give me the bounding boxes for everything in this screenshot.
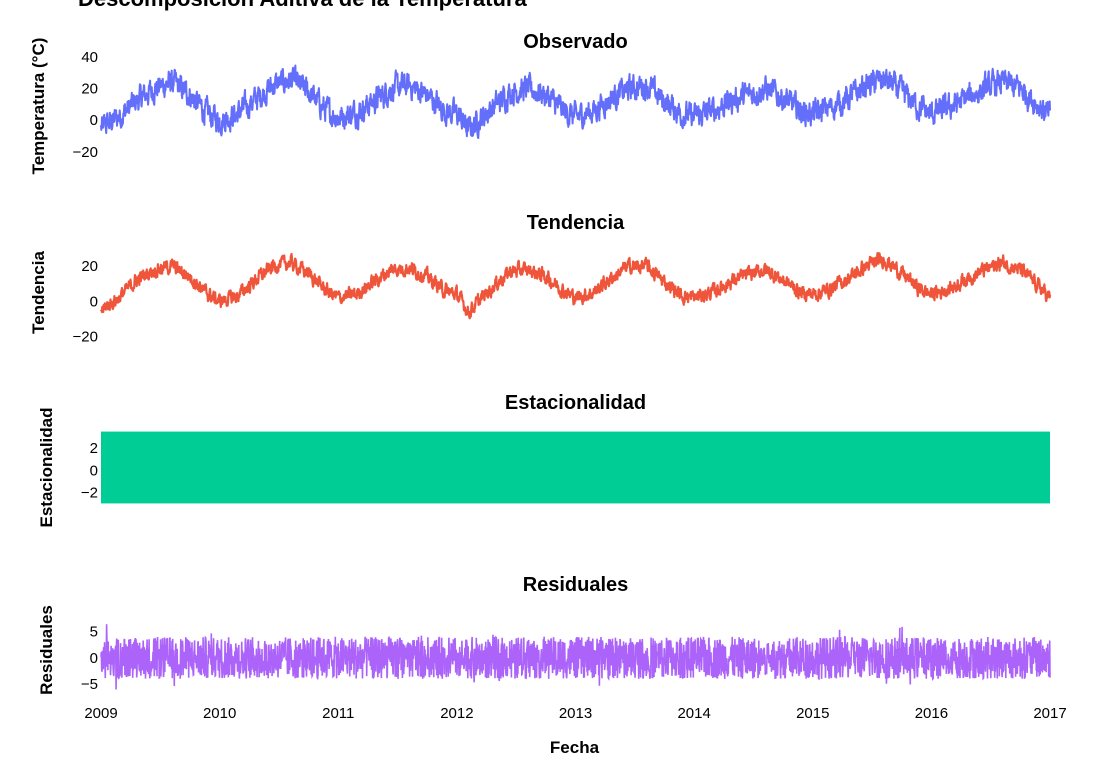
y-tick-label: 0 xyxy=(90,112,98,129)
y-tick-label: −2 xyxy=(81,484,98,501)
y-tick-label: 40 xyxy=(81,49,98,66)
y-tick-label: 0 xyxy=(90,462,98,479)
x-tick-label: 2012 xyxy=(440,705,473,722)
panel-title: Observado xyxy=(523,31,627,53)
panel-title: Tendencia xyxy=(527,212,625,234)
y-tick-label: 0 xyxy=(90,293,98,310)
x-tick-label: 2017 xyxy=(1033,705,1066,722)
y-tick-label: 5 xyxy=(90,624,98,641)
y-axis-label: Estacionalidad xyxy=(37,408,56,528)
panel-title: Residuales xyxy=(523,574,629,596)
y-axis-label: Residuales xyxy=(37,605,56,695)
y-tick-label: 2 xyxy=(90,440,98,457)
x-axis-label: Fecha xyxy=(550,738,600,757)
x-tick-label: 2011 xyxy=(322,705,354,722)
y-axis-label: Tendencia xyxy=(29,251,48,334)
residual-line xyxy=(100,624,1051,690)
y-axis-label: Temperatura (°C) xyxy=(29,38,48,175)
figure-title: Descomposición Aditiva de la Temperatura xyxy=(78,0,527,12)
y-tick-label: −20 xyxy=(73,328,98,345)
y-tick-label: −20 xyxy=(73,144,98,161)
x-tick-label: 2009 xyxy=(84,705,117,722)
series-line xyxy=(100,64,1051,139)
y-tick-label: 20 xyxy=(81,258,98,275)
y-tick-label: −5 xyxy=(81,676,98,693)
y-tick-label: 20 xyxy=(81,81,98,98)
x-tick-label: 2015 xyxy=(796,705,829,722)
series-line xyxy=(99,252,1052,320)
y-tick-label: 0 xyxy=(90,650,98,667)
x-tick-label: 2013 xyxy=(559,705,592,722)
panel-title: Estacionalidad xyxy=(505,392,646,414)
x-tick-label: 2016 xyxy=(915,705,948,722)
seasonal-band xyxy=(101,431,1050,504)
x-tick-label: 2010 xyxy=(203,705,236,722)
x-tick-label: 2014 xyxy=(677,705,710,722)
